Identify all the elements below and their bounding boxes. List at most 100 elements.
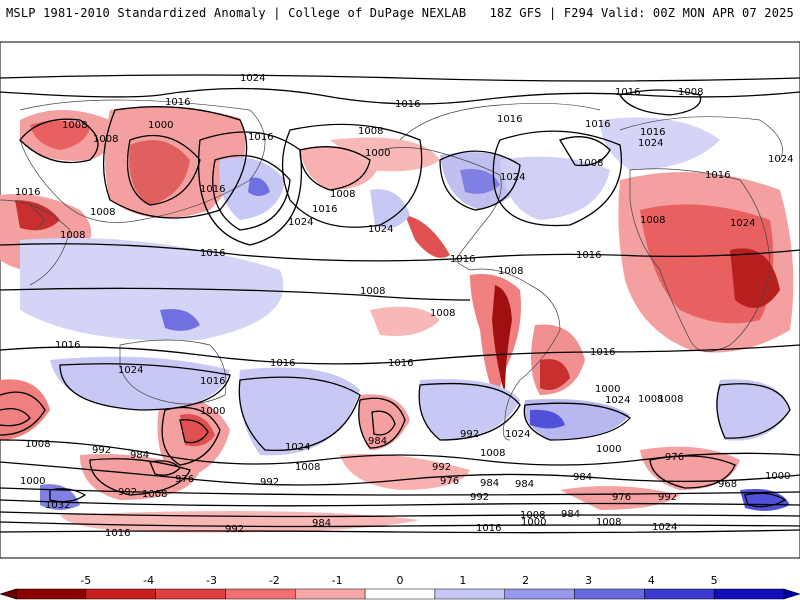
colorbar-swatch [155, 588, 226, 600]
isobar-label: 992 [118, 487, 137, 498]
isobar-label: 1008 [678, 87, 703, 98]
isobar-label: 976 [175, 474, 194, 485]
isobar-label: 1008 [142, 489, 167, 500]
isobar-label: 1008 [360, 286, 385, 297]
isobar-label: 976 [665, 452, 684, 463]
isobar-label: 1008 [640, 215, 665, 226]
isobar-label: 984 [368, 436, 387, 447]
isobar-label: 1008 [658, 394, 683, 405]
isobar-label: 1008 [93, 134, 118, 145]
colorbar-swatch [15, 588, 87, 600]
isobar-label: 1016 [15, 187, 40, 198]
isobar-label: 1016 [200, 184, 225, 195]
isobar-label: 992 [92, 445, 111, 456]
isobar-label: 1008 [295, 462, 320, 473]
colorbar-tick-label: -5 [80, 574, 91, 587]
isobar-label: 984 [312, 518, 331, 529]
isobar-label: 1008 [638, 394, 663, 405]
isobar-label: 1016 [615, 87, 640, 98]
isobar-label: 1000 [20, 476, 45, 487]
isobar-label: 1008 [498, 266, 523, 277]
colorbar-swatch [434, 588, 505, 600]
isobar-label: 1000 [521, 517, 546, 528]
isobar-label: 1024 [118, 365, 143, 376]
isobar-label: 1016 [55, 340, 80, 351]
isobar-label: 1016 [312, 204, 337, 215]
isobar-label: 1008 [330, 189, 355, 200]
isobar-label: 976 [440, 476, 459, 487]
isobar-label: 1000 [765, 471, 790, 482]
isobar-label: 1024 [505, 429, 530, 440]
isobar-label: 1016 [450, 254, 475, 265]
model-run-info: 18Z GFS | F294 Valid: 00Z MON APR 07 202… [489, 6, 794, 20]
isobar-label: 1016 [585, 119, 610, 130]
colorbar-tick-label: -1 [332, 574, 343, 587]
isobar-label: 1024 [288, 217, 313, 228]
isobar-label: 1016 [248, 132, 273, 143]
colorbar-swatch [295, 588, 366, 600]
colorbar-swatches [15, 588, 785, 600]
isobar-label: 984 [573, 472, 592, 483]
colorbar-swatch [713, 588, 785, 600]
isobar-label: 1016 [640, 127, 665, 138]
isobar-label: 992 [470, 492, 489, 503]
colorbar-max-arrow [783, 588, 800, 600]
isobar-label: 1000 [595, 384, 620, 395]
colorbar-swatch [85, 588, 156, 600]
isobar-contours [0, 74, 800, 534]
isobar-label: 992 [460, 429, 479, 440]
isobar-label: 1008 [358, 126, 383, 137]
isobar-label: 1024 [652, 522, 677, 533]
isobar-label: 1016 [497, 114, 522, 125]
isobar-label: 1008 [90, 207, 115, 218]
isobar-label: 1000 [148, 120, 173, 131]
isobar-label: 1032 [45, 500, 70, 511]
colorbar-tick-label: 3 [585, 574, 592, 587]
colorbar-tick-label: 1 [459, 574, 466, 587]
map-title: MSLP 1981-2010 Standardized Anomaly | Co… [6, 6, 467, 20]
isobar-label: 1016 [590, 347, 615, 358]
colorbar-tick-label: 2 [522, 574, 529, 587]
negative-anomaly-shading [0, 106, 794, 533]
colorbar-tick-label: -2 [269, 574, 280, 587]
colorbar-tick-label: 4 [648, 574, 655, 587]
colorbar-min-arrow [0, 588, 17, 600]
isobar-label: 1024 [285, 442, 310, 453]
map-header: MSLP 1981-2010 Standardized Anomaly | Co… [0, 0, 800, 30]
colorbar-swatch [504, 588, 575, 600]
isobar-label: 1016 [576, 250, 601, 261]
isobar-label: 1008 [430, 308, 455, 319]
isobar-label: 1024 [500, 172, 525, 183]
isobar-label: 1016 [200, 376, 225, 387]
isobar-label: 1016 [388, 358, 413, 369]
colorbar-swatch [225, 588, 296, 600]
isobar-label: 1008 [480, 448, 505, 459]
colorbar-tick-label: 5 [711, 574, 718, 587]
isobar-label: 992 [225, 524, 244, 535]
isobar-label: 1016 [395, 99, 420, 110]
isobar-label: 1016 [270, 358, 295, 369]
isobar-label: 1008 [60, 230, 85, 241]
isobar-label: 1016 [705, 170, 730, 181]
isobar-label: 1024 [638, 138, 663, 149]
isobar-label: 1008 [520, 510, 545, 521]
isobar-label: 1008 [25, 439, 50, 450]
colorbar-tick-label: -4 [143, 574, 154, 587]
isobar-label: 992 [432, 462, 451, 473]
isobar-label: 1024 [605, 395, 630, 406]
colorbar-swatch [644, 588, 715, 600]
isobar-label: 984 [515, 479, 534, 490]
isobar-label: 1016 [165, 97, 190, 108]
isobar-label: 968 [718, 479, 737, 490]
isobar-label: 1008 [62, 120, 87, 131]
isobar-label: 992 [260, 477, 279, 488]
isobar-label: 992 [658, 492, 677, 503]
isobar-label: 1024 [240, 73, 265, 84]
isobar-label: 1024 [768, 154, 793, 165]
isobar-label: 1016 [476, 523, 501, 534]
isobar-label: 984 [130, 450, 149, 461]
colorbar-tick-label: 0 [397, 574, 404, 587]
coastlines [0, 99, 783, 441]
colorbar-swatch [574, 588, 645, 600]
colorbar-tick-label: -3 [206, 574, 217, 587]
